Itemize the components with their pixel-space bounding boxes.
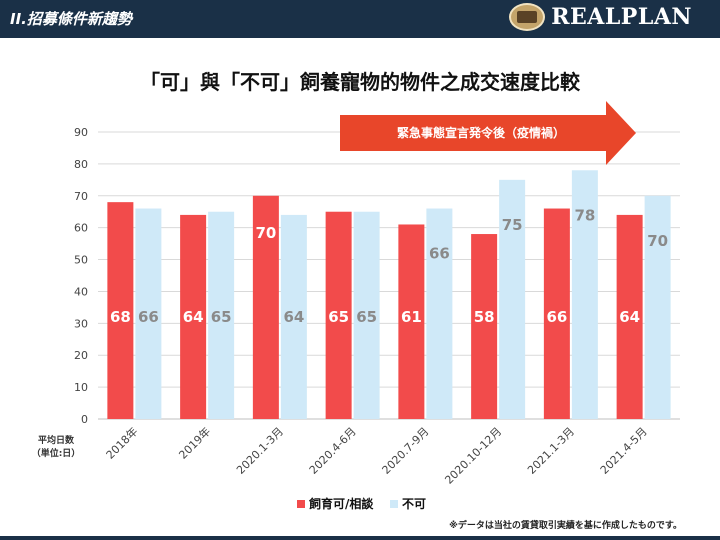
data-label: 58 [474,308,495,326]
bar-series1 [398,224,425,419]
y-tick-label: 70 [74,190,88,203]
section-title: II.招募條件新趨勢 [10,10,132,28]
data-label: 70 [255,224,276,242]
x-tick-label: 2020.1-3月 [234,425,286,477]
data-label: 70 [647,232,668,250]
x-tick-label: 2019年 [176,424,213,461]
x-tick-label: 2020.4-6月 [307,425,359,477]
data-label: 66 [546,308,567,326]
bar-series1 [471,234,498,419]
data-label: 78 [574,206,595,224]
bar-series1 [543,208,570,419]
data-label: 65 [356,308,377,326]
bar-series1 [107,202,134,419]
y-tick-label: 10 [74,381,88,394]
logo-text: REALPLAN [551,4,692,30]
bar-series2 [208,211,235,419]
data-label: 68 [110,308,131,326]
data-source-note: ※データは当社の賃貸取引実績を基に作成したものです。 [449,521,682,531]
data-label: 66 [429,245,450,263]
company-logo: REALPLAN [509,3,692,31]
x-tick-label: 2020.7-9月 [380,425,432,477]
bar-series1 [325,211,352,419]
header-bar: II.招募條件新趨勢 REALPLAN [0,0,720,38]
arrow-annotation-label: 緊急事態宣言発令後（疫情禍） [397,125,565,140]
y-tick-label: 30 [74,317,88,330]
data-label: 65 [328,308,349,326]
legend-swatch-series2 [390,500,398,508]
bar-series2 [499,179,526,419]
bar-series2 [426,208,453,419]
data-label: 65 [211,308,232,326]
bar-series2 [135,208,162,419]
bar-series2 [644,195,671,419]
logo-emblem-icon [509,3,546,31]
bar-series1 [616,214,643,419]
y-tick-label: 50 [74,254,88,267]
footer-bar [0,536,720,540]
y-tick-label: 80 [74,158,88,171]
legend-label-series2: 不可 [402,497,426,511]
y-axis-label-unit: （単位:日） [32,447,81,459]
chart-title: 「可」與「不可」飼養寵物的物件之成交速度比較 [140,70,580,94]
x-tick-label: 2020.10-12月 [442,425,504,487]
y-tick-label: 90 [74,126,88,139]
data-label: 64 [619,308,640,326]
x-tick-label: 2021.1-3月 [525,425,577,477]
legend-label-series1: 飼育可/相談 [308,496,374,511]
legend-swatch-series1 [297,500,305,508]
bar-series2 [571,170,598,419]
y-tick-label: 20 [74,349,88,362]
y-tick-label: 40 [74,285,88,298]
emergency-declaration-arrow [340,101,636,165]
bar-series1 [252,195,279,419]
y-tick-label: 0 [81,413,88,426]
bar-series2 [280,214,307,419]
bar-series1 [180,214,207,419]
x-tick-label: 2018年 [103,424,140,461]
y-tick-label: 60 [74,222,88,235]
data-label: 75 [502,216,523,234]
data-label: 64 [283,308,304,326]
x-tick-label: 2021.4-5月 [598,425,650,477]
y-axis-label: 平均日数 [38,434,75,446]
bar-series2 [353,211,380,419]
data-label: 64 [183,308,204,326]
data-label: 61 [401,308,422,326]
data-label: 66 [138,308,159,326]
